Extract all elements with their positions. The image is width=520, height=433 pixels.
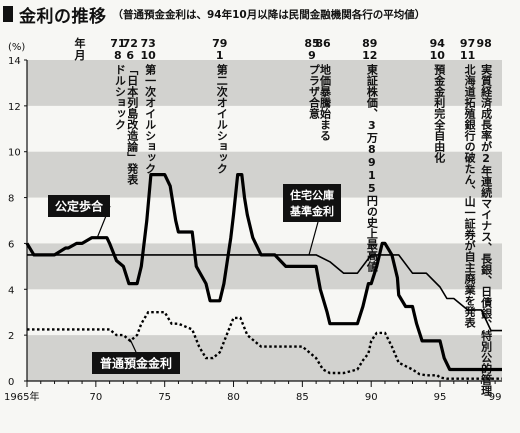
event-label: 第二次オイルショック: [215, 63, 228, 174]
title-marker-icon: [3, 6, 13, 22]
event-year: 85: [304, 37, 319, 50]
chart-title: 金利の推移: [19, 6, 107, 27]
event-year: 72: [123, 37, 138, 50]
x-tick-label: 75: [158, 392, 171, 403]
y-tick-label: 4: [8, 285, 14, 296]
x-tick-label: 1965年: [4, 390, 39, 403]
series-label-ordinary-deposit-rate: 普通預金金利: [100, 356, 172, 371]
series-label-housing-loan-line1: 住宅公庫: [290, 188, 334, 202]
event-month: 9: [308, 49, 316, 62]
event-year: 89: [362, 37, 377, 50]
y-tick-label: 10: [8, 148, 21, 159]
grid-bands: [27, 60, 502, 381]
x-tick-label: 95: [434, 392, 447, 403]
series-label-housing-loan-box: [283, 184, 341, 222]
event-month: 6: [126, 49, 134, 62]
y-tick-label: 8: [8, 194, 14, 205]
event-label: 北海道拓殖銀行の破たん、山一証券が自主廃業を発表: [463, 63, 477, 329]
event-label: 地価暴騰始まる: [319, 63, 333, 142]
event-year: 97: [460, 37, 475, 50]
event-year: 94: [430, 37, 446, 50]
x-tick-label: 85: [296, 392, 309, 403]
event-year: 73: [141, 37, 156, 50]
event-month: 10: [430, 49, 446, 62]
event-year: 86: [315, 37, 331, 50]
chart-title-bar: 金利の推移 （普通預金金利は、94年10月以降は民間金融機関各行の平均値）: [3, 3, 517, 27]
event-label: 預金金利完全自由化: [433, 63, 447, 164]
series-label-housing-loan-line2: 基準金利: [289, 204, 334, 218]
y-axis-unit: (%): [8, 42, 25, 53]
event-month: 8: [114, 49, 122, 62]
x-tick-label: 80: [227, 392, 240, 403]
event-label: ドルショック: [113, 64, 126, 130]
y-tick-label: 0: [8, 377, 14, 388]
series-line-dotted: [27, 311, 502, 380]
event-month: 1: [216, 49, 224, 62]
event-year: 71: [110, 37, 125, 50]
event-year: 98: [476, 37, 491, 50]
series-lines: [25, 173, 502, 380]
event-label: 実質経済成長率が2年連続マイナス、長銀、日債銀、特別公的管理: [480, 63, 494, 396]
x-tick-label: 90: [365, 392, 378, 403]
grid-band: [27, 151, 502, 198]
y-tick-label: 2: [8, 331, 14, 342]
event-month: 12: [362, 49, 377, 62]
y-tick-label: 6: [8, 239, 14, 250]
y-tick-label: 14: [8, 56, 21, 67]
x-tick-label: 70: [89, 392, 102, 403]
series-label-official-discount-rate-box: [48, 195, 110, 217]
event-label: 東証株価、3万8915円の史上最高値: [365, 63, 379, 273]
event-label: 第一次オイルショック: [144, 63, 157, 174]
date-header-year: 年: [75, 36, 86, 50]
y-tick-label: 12: [8, 102, 21, 113]
event-label: 「日本列島改造論」発表: [126, 64, 140, 186]
series-line-thin: [27, 254, 502, 332]
series-label-official-discount-rate: 公定歩合: [55, 199, 104, 214]
grid-band: [27, 243, 502, 290]
event-year: 79: [212, 37, 227, 50]
series-line-thick: [25, 173, 502, 372]
x-tick-label: 99: [489, 392, 502, 403]
series-label-housing-loan-leader: [308, 221, 319, 256]
event-label: プラザ合意: [308, 64, 321, 120]
grid-band: [27, 60, 502, 106]
series-label-ordinary-deposit-rate-leader: [129, 339, 137, 353]
date-header-month: 月: [74, 49, 86, 62]
chart-subtitle: （普通預金金利は、94年10月以降は民間金融機関各行の平均値）: [112, 8, 426, 21]
series-label-ordinary-deposit-rate-box: [92, 352, 180, 374]
event-month: 10: [141, 49, 157, 62]
event-month: 11: [460, 49, 475, 62]
